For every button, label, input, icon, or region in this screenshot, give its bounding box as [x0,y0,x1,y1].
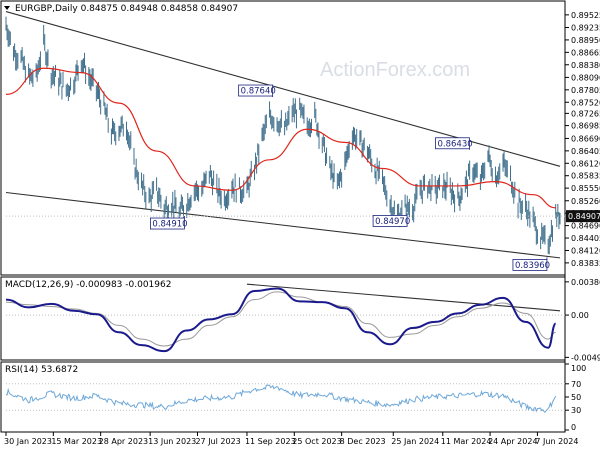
price-trendline [5,191,561,259]
macd-panel-title: MACD(12,26,9) -0.000983 -0.001962 [5,280,171,290]
price-trendline [5,11,561,167]
macd-signal-line [5,291,556,347]
x-tick-label: 30 Jan 2023 [4,437,52,446]
annotation-label: 0.86430 [437,139,472,149]
rsi-y-tick-label: 50 [571,393,581,402]
macd-y-tick-label: -0.004926 [571,353,600,362]
x-tick-label: 15 Mar 2023 [51,437,102,446]
rsi-y-tick-label: 0 [571,423,576,432]
price-y-tick-label: 0.86985 [571,122,600,131]
annotation-label: 0.87640 [241,87,276,97]
annotation-label: 0.84970 [375,217,410,227]
x-tick-label: 25 Jan 2024 [391,437,439,446]
annotation-box [238,84,274,97]
price-y-tick-label: 0.84405 [571,234,600,243]
price-y-tick-label: 0.88665 [571,48,600,57]
macd-y-tick-label: 0.003868 [571,278,600,287]
annotation-label: 0.84910 [152,220,187,230]
price-y-tick-label: 0.86405 [571,147,600,156]
rsi-panel-title: RSI(14) 53.6872 [5,365,78,375]
macd-line [5,287,557,353]
price-y-tick-label: 0.87265 [571,109,600,118]
x-tick-label: 28 Apr 2023 [99,437,148,446]
price-y-tick-label: 0.85835 [571,172,600,181]
x-tick-label: 8 Dec 2023 [340,437,386,446]
annotation-box [372,215,408,227]
annotation-label: 0.83960 [515,261,550,271]
annotation-box [150,217,185,230]
current-price-label: 0.84907 [568,212,600,221]
watermark: ActionForex.com [320,59,470,81]
rsi-line [5,384,557,414]
rsi-y-tick-label: 30 [571,406,581,415]
x-tick-label: 25 Oct 2023 [292,437,341,446]
price-panel-frame [0,0,566,276]
price-y-tick-label: 0.89525 [571,11,600,20]
chart-menu-icon[interactable] [4,6,10,10]
current-price-box [566,210,600,223]
rsi-y-tick-label: 70 [571,380,581,389]
price-y-tick-label: 0.83835 [571,259,600,268]
annotation-box [512,259,548,271]
macd-trendline [246,283,561,312]
x-tick-label: 13 Jun 2023 [148,437,196,446]
x-tick-label: 27 Jul 2023 [195,437,240,446]
x-tick-label: 11 Sep 2023 [245,437,296,446]
rsi-y-tick-label: 100 [571,364,586,373]
x-tick-label: 11 Mar 2024 [441,437,492,446]
macd-y-tick-label: 0.00 [571,311,589,320]
moving-average-line [5,67,556,209]
price-y-tick-label: 0.89235 [571,24,600,33]
price-panel-title: EURGBP,Daily 0.84875 0.84948 0.84858 0.8… [15,4,238,14]
price-y-tick-label: 0.87805 [571,86,600,95]
annotation-box [435,137,470,150]
x-tick-label: 24 Apr 2024 [488,437,537,446]
x-tick-label: 7 Jun 2024 [535,437,578,446]
